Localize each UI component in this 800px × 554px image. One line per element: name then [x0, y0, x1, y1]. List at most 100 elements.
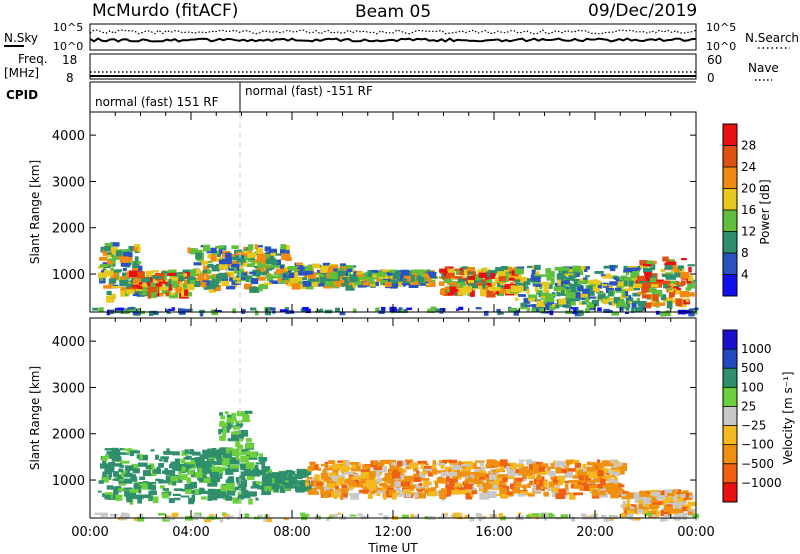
echo-cell	[547, 466, 555, 469]
echo-cell	[225, 496, 232, 501]
echo-cell	[149, 291, 157, 299]
velocity-panel: 1000 2000 3000 4000 00:00 04:00 08:00 12:00 16:…	[28, 317, 795, 554]
echo-cell	[406, 307, 413, 310]
echo-cell	[235, 275, 246, 278]
echo-cell	[231, 245, 239, 250]
echo-cell	[142, 470, 152, 477]
beam-title: Beam 05	[355, 2, 431, 22]
echo-cell	[133, 274, 137, 281]
echo-cell	[457, 487, 465, 493]
echo-cell	[531, 308, 536, 313]
echo-cell	[687, 282, 695, 289]
echo-cell	[230, 417, 237, 422]
echo-cell	[685, 492, 689, 499]
echo-cell	[195, 249, 203, 255]
echo-cell	[126, 514, 130, 518]
echo-cell	[603, 265, 614, 269]
echo-cell	[497, 474, 508, 478]
echo-cell	[668, 289, 674, 293]
echo-cell	[600, 274, 606, 277]
echo-cell	[383, 493, 387, 500]
echo-cell	[432, 468, 438, 475]
echo-cell	[357, 462, 361, 467]
echo-cell	[456, 308, 460, 311]
echo-cell	[527, 294, 538, 301]
echo-cell	[118, 468, 124, 473]
echo-cell	[584, 269, 588, 273]
echo-cell	[377, 487, 386, 493]
cpid-segment-2: normal (fast) -151 RF	[245, 84, 373, 98]
echo-cell	[243, 250, 249, 254]
echo-cell	[127, 307, 135, 310]
echo-cell	[495, 475, 503, 482]
echo-cell	[571, 278, 582, 282]
echo-cell	[564, 483, 569, 490]
echo-cell	[537, 471, 547, 475]
echo-cell	[228, 476, 234, 480]
echo-cell	[296, 283, 307, 289]
echo-cell	[636, 297, 640, 301]
echo-cell	[680, 271, 690, 279]
echo-cell	[535, 284, 541, 287]
echo-cell	[632, 504, 637, 508]
echo-cell	[181, 466, 186, 472]
echo-cell	[222, 491, 227, 498]
cpid-strip: CPID normal (fast) 151 RF normal (fast) …	[6, 81, 696, 112]
echo-cell	[334, 464, 342, 470]
echo-cell	[226, 414, 235, 418]
echo-cell	[295, 486, 305, 493]
echo-cell	[543, 300, 547, 304]
echo-cell	[350, 492, 360, 500]
echo-cell	[592, 286, 600, 293]
echo-cell	[550, 463, 555, 467]
echo-cell	[279, 265, 284, 269]
echo-cell	[664, 489, 673, 496]
echo-cell	[558, 298, 567, 305]
echo-cell	[491, 282, 497, 287]
echo-cell	[658, 302, 666, 306]
echo-cell	[529, 464, 533, 470]
echo-cell	[506, 469, 516, 477]
echo-cell	[207, 275, 215, 279]
echo-cell	[236, 423, 244, 426]
echo-cell	[352, 464, 361, 472]
echo-cell	[452, 288, 463, 293]
echo-cell	[246, 474, 255, 481]
echo-cell	[577, 480, 588, 487]
echo-cell	[498, 513, 503, 518]
echo-cell	[449, 286, 457, 294]
echo-cell	[479, 462, 485, 467]
xtick-label: 00:00	[677, 525, 714, 540]
echo-cell	[231, 486, 239, 490]
echo-cell	[680, 282, 684, 287]
echo-cell	[394, 481, 402, 487]
echo-cell	[535, 271, 540, 278]
echo-cell	[519, 491, 529, 496]
echo-cell	[605, 482, 615, 486]
echo-cell	[532, 307, 540, 310]
echo-cell	[106, 254, 112, 258]
echo-cell	[588, 291, 595, 296]
nsearch-label: N.Search	[745, 31, 799, 45]
echo-cell	[288, 269, 292, 273]
echo-cell	[461, 272, 466, 279]
echo-cell	[531, 299, 542, 302]
echo-cell	[367, 270, 372, 277]
echo-cell	[341, 283, 351, 287]
echo-cell	[333, 267, 338, 273]
echo-cell	[237, 496, 244, 500]
echo-cell	[384, 480, 388, 484]
echo-cell	[327, 483, 336, 488]
colorbar-tick-label: 4	[741, 268, 749, 282]
echo-cell	[560, 461, 567, 467]
echo-cell	[179, 474, 188, 481]
xtick-label: 08:00	[273, 525, 310, 540]
echo-cell	[646, 260, 653, 268]
ytick-label: 1000	[52, 474, 85, 489]
echo-cell	[315, 480, 323, 486]
echo-cell	[244, 513, 250, 518]
echo-cell	[603, 516, 610, 522]
echo-cell	[621, 496, 631, 500]
echo-cell	[102, 459, 107, 465]
echo-cell	[664, 265, 673, 270]
